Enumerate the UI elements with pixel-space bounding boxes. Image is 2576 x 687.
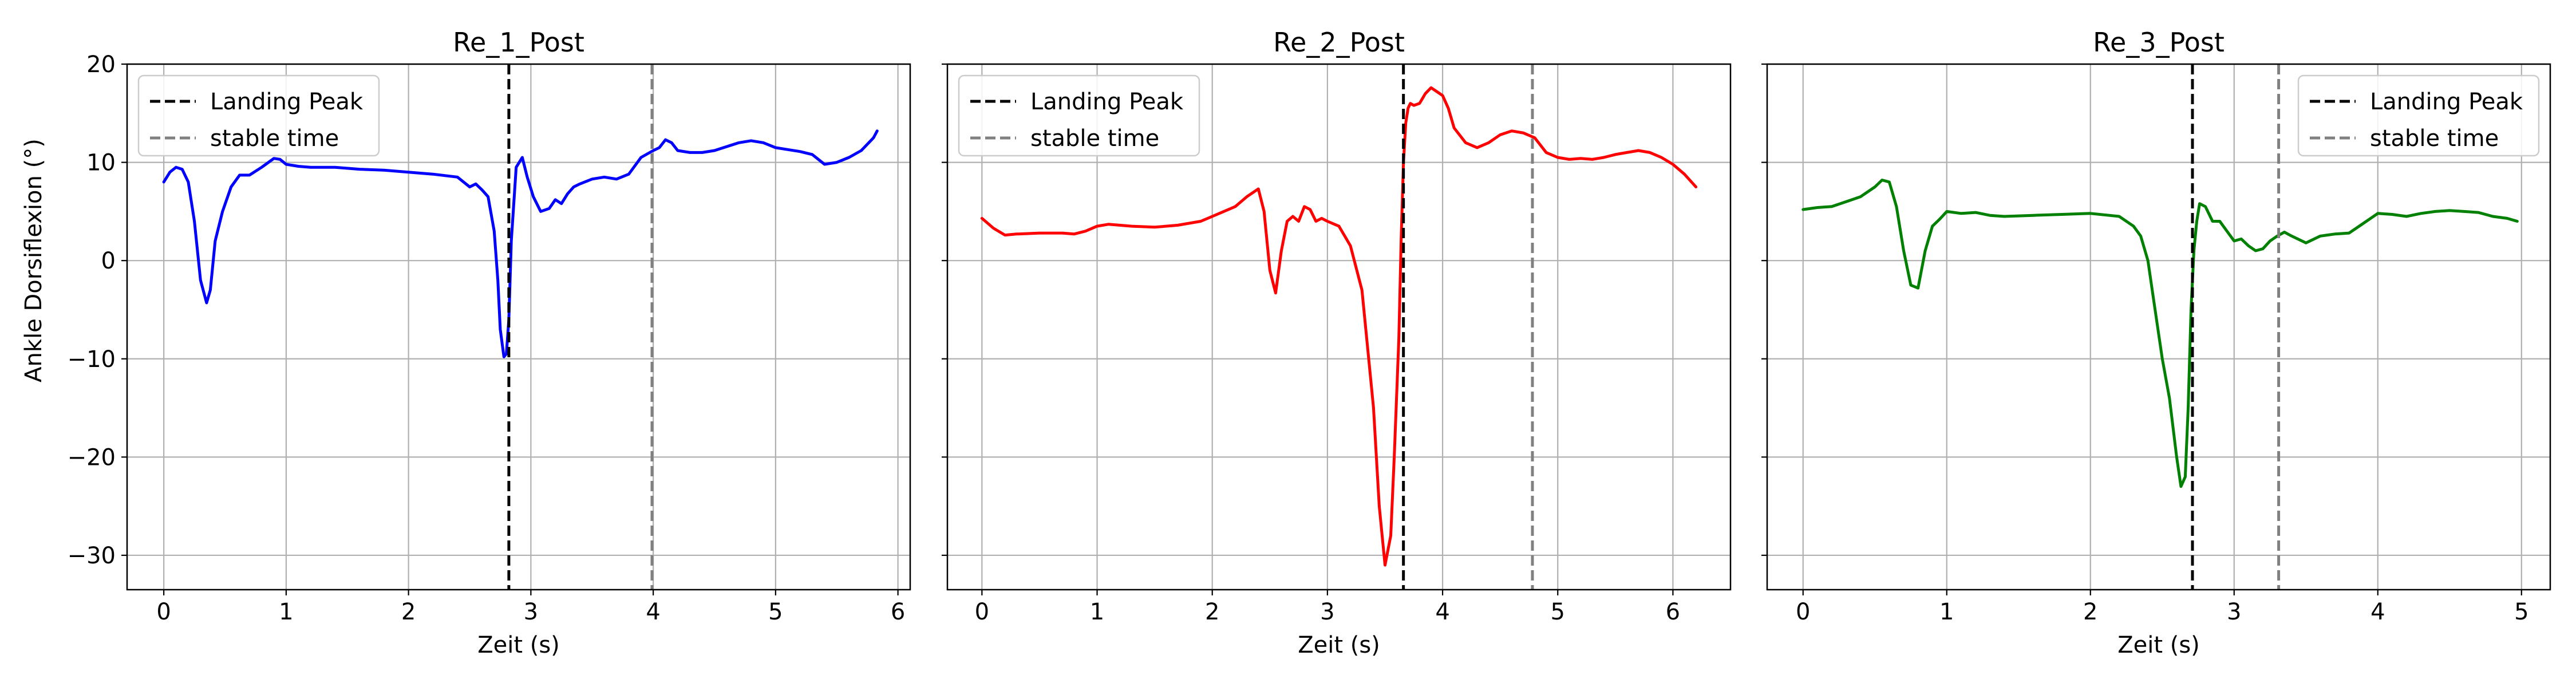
- chart-panel-3: 0 1 2 3 4 5 Re_3_Post Zeit (s) Landing Peak stabl…: [1761, 27, 2551, 658]
- chart-panel-2: 0 1 2 3 4 5 6 Re_2_Post Zeit (s) Landing Peak stab…: [942, 27, 1732, 658]
- legend-label: stable time: [1030, 125, 1159, 152]
- axes-frame-2: [946, 63, 1732, 591]
- chart-title-1: Re_1_Post: [453, 27, 584, 58]
- x-tick-label: 2: [2083, 599, 2097, 625]
- x-tick-label: 5: [768, 599, 783, 625]
- x-tick-label: 3: [524, 599, 538, 625]
- legend-box: [137, 74, 380, 157]
- x-tick-label: 5: [1551, 599, 1565, 625]
- x-tick-label: 6: [891, 599, 905, 625]
- x-tick-label: 1: [279, 599, 293, 625]
- chart-title-2: Re_2_Post: [1273, 27, 1405, 58]
- x-tick-label: 3: [1320, 599, 1334, 625]
- x-tick-label: 1: [1939, 599, 1954, 625]
- legend-label: Landing Peak: [1030, 89, 1184, 115]
- series-line-1-1: [162, 129, 879, 358]
- y-tick-label: 20: [86, 52, 116, 78]
- x-tick-label: 0: [1796, 599, 1810, 625]
- x-axis-label-1: Zeit (s): [477, 632, 560, 658]
- legend-label: Landing Peak: [210, 89, 364, 115]
- y-tick-label: −20: [68, 444, 116, 471]
- y-tick-label: 10: [86, 150, 116, 176]
- x-tick-label: 4: [1435, 599, 1449, 625]
- legend-box: [958, 74, 1200, 157]
- legend-box: [2297, 74, 2540, 157]
- legend-label: stable time: [210, 125, 339, 152]
- x-tick-label: 1: [1090, 599, 1104, 625]
- series-line-2-1: [980, 86, 1698, 567]
- legend-2: Landing Peak stable time: [958, 74, 1200, 157]
- x-axis-label-2: Zeit (s): [1298, 632, 1380, 658]
- x-tick-label: 4: [646, 599, 660, 625]
- series-line-3-1: [1801, 179, 2519, 488]
- x-tick-label: 0: [975, 599, 989, 625]
- x-tick-label: 2: [1205, 599, 1219, 625]
- chart-title-3: Re_3_Post: [2093, 27, 2225, 58]
- x-tick-label: 0: [156, 599, 171, 625]
- x-tick-label: 2: [401, 599, 416, 625]
- y-tick-label: 0: [101, 248, 116, 274]
- x-tick-label: 3: [2227, 599, 2241, 625]
- chart-panel-1: 0 1 2 3 4 5 6 −30 −20 −10 0 10 20 Re_1_Post Zeit (s) La…: [68, 27, 911, 658]
- x-tick-label: 6: [1666, 599, 1680, 625]
- legend-label: stable time: [2370, 125, 2499, 152]
- legend-3: Landing Peak stable time: [2297, 74, 2540, 157]
- x-axis-label-3: Zeit (s): [2117, 632, 2200, 658]
- y-tick-label: −30: [68, 543, 116, 569]
- y-axis-label: Ankle Dorsiflexion (°): [21, 139, 47, 382]
- x-tick-label: 4: [2370, 599, 2385, 625]
- x-tick-label: 5: [2514, 599, 2528, 625]
- axes-frame-3: [1766, 63, 2551, 591]
- y-tick-label: −10: [68, 346, 116, 373]
- legend-label: Landing Peak: [2370, 89, 2523, 115]
- axes-frame-1: [126, 63, 911, 591]
- legend-1: Landing Peak stable time: [137, 74, 380, 157]
